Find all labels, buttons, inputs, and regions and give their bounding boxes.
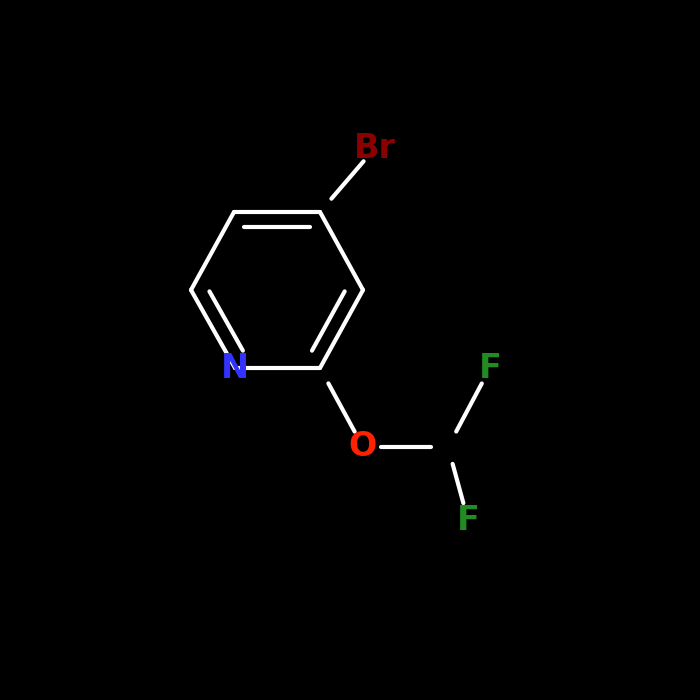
Text: F: F: [479, 351, 501, 384]
Text: O: O: [349, 430, 377, 463]
Text: F: F: [456, 503, 480, 536]
Text: Br: Br: [354, 132, 396, 164]
Text: N: N: [221, 351, 249, 384]
